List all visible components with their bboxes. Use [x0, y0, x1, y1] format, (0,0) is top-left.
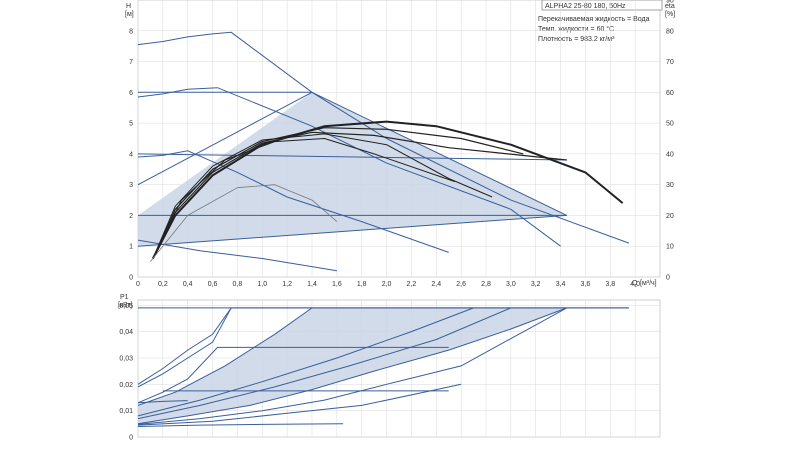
x-tick-label: 2,2	[407, 281, 417, 288]
power-curve	[137, 307, 232, 385]
x-tick-label: 0	[136, 281, 140, 288]
x-tick-label: 1,4	[307, 281, 317, 288]
x-tick-label: 0,6	[208, 281, 218, 288]
x-tick-label: 3,0	[506, 281, 516, 288]
pump-head-curve	[137, 153, 567, 161]
y-tick-label-head: 4	[129, 151, 133, 158]
power-curve	[137, 307, 313, 406]
y-tick-label-head: 1	[129, 244, 133, 251]
y-axis-head-label: H	[126, 3, 131, 10]
y2-tick-label-eta: 50	[666, 121, 674, 128]
pump-head-curve	[137, 91, 313, 186]
y2-tick-label-eta: 60	[666, 90, 674, 97]
info-line-fluid: Перекачиваемая жидкость = Вода	[538, 16, 650, 23]
pump-head-curve	[137, 150, 449, 253]
y-tick-label-head: 7	[129, 59, 133, 66]
pump-head-curve	[137, 214, 567, 247]
x-tick-label: 1,6	[332, 281, 342, 288]
y-axis-power-label: P1	[120, 294, 129, 301]
x-tick-label: 3,4	[556, 281, 566, 288]
y2-tick-label-eta: 30	[666, 182, 674, 189]
y-tick-label-power: 0,04	[119, 329, 133, 336]
x-tick-label: 2,6	[456, 281, 466, 288]
y-tick-label-power: 0,05	[119, 303, 133, 310]
y2-axis-eta-unit: [%]	[665, 11, 675, 18]
y-tick-label-power: 0	[129, 435, 133, 442]
y-tick-label-head: 0	[129, 275, 133, 282]
power-curve	[137, 307, 568, 425]
efficiency-curve	[152, 127, 524, 259]
y2-tick-label-eta: 0	[666, 275, 670, 282]
y2-tick-label-eta: 20	[666, 213, 674, 220]
y-tick-label-head: 5	[129, 121, 133, 128]
y2-tick-label-eta: 10	[666, 244, 674, 251]
y2-tick-label-eta: 80	[666, 28, 674, 35]
x-tick-label: 1,2	[282, 281, 292, 288]
x-tick-label: 3,8	[605, 281, 615, 288]
x-tick-label: 2,0	[382, 281, 392, 288]
y2-tick-label-eta: 90	[666, 0, 674, 5]
power-curve	[137, 383, 462, 426]
y2-axis-eta-label: eta	[665, 3, 675, 10]
power-curve	[137, 400, 188, 404]
x-tick-label: 4,0	[630, 281, 640, 288]
power-curve	[137, 307, 567, 425]
y-tick-label-head: 3	[129, 182, 133, 189]
x-tick-label: 0,2	[158, 281, 168, 288]
efficiency-curve	[150, 184, 338, 262]
operating-range-power	[138, 307, 567, 424]
y-tick-label-head: 8	[129, 28, 133, 35]
power-curve	[137, 307, 512, 420]
title-box	[541, 0, 663, 11]
info-line-temperature: Темп. жидкости = 60 °C	[538, 25, 614, 33]
x-tick-label: 3,6	[581, 281, 591, 288]
info-line-density: Плотность = 983.2 кг/м³	[538, 36, 615, 43]
x-tick-label: 1,8	[357, 281, 367, 288]
x-axis-flow-label: Q	[632, 280, 638, 287]
x-tick-label: 3,2	[531, 281, 541, 288]
x-tick-label: 2,8	[481, 281, 491, 288]
y2-tick-label-eta: 40	[666, 151, 674, 158]
efficiency-curve	[152, 138, 456, 259]
pump-head-curve	[311, 91, 568, 216]
power-curve	[137, 423, 344, 427]
tick-label-layer: 0 0,2 0,4 0,6 0,8 1,0 1,2 1,4 1,6 1,8 2,0 2,2 2,4 2,6…	[119, 0, 674, 442]
operating-range-head	[138, 92, 567, 247]
curve-layer	[137, 31, 630, 427]
pump-head-curve	[137, 239, 337, 272]
y2-tick-label-eta: 70	[666, 59, 674, 66]
y-tick-label-head: 2	[129, 213, 133, 220]
y-tick-label-power: 0,01	[119, 408, 133, 415]
y-tick-label-power: 0,02	[119, 382, 133, 389]
power-curve	[137, 346, 449, 404]
pump-head-curve	[137, 31, 630, 244]
x-tick-label: 2,4	[431, 281, 441, 288]
y-tick-label-head: 6	[129, 90, 133, 97]
x-tick-label: 0,8	[233, 281, 243, 288]
pump-head-curve	[137, 87, 561, 247]
power-curve	[137, 307, 474, 417]
y-axis-power-unit: [кВт]	[118, 302, 133, 309]
x-tick-label: 0,4	[183, 281, 193, 288]
x-axis-flow-unit: [м³/ч]	[640, 280, 657, 287]
x-tick-label: 1,0	[257, 281, 267, 288]
shaded-region-layer	[138, 92, 567, 424]
y-tick-label-power: 0,03	[119, 355, 133, 362]
y-axis-head-unit: [м]	[125, 11, 134, 18]
